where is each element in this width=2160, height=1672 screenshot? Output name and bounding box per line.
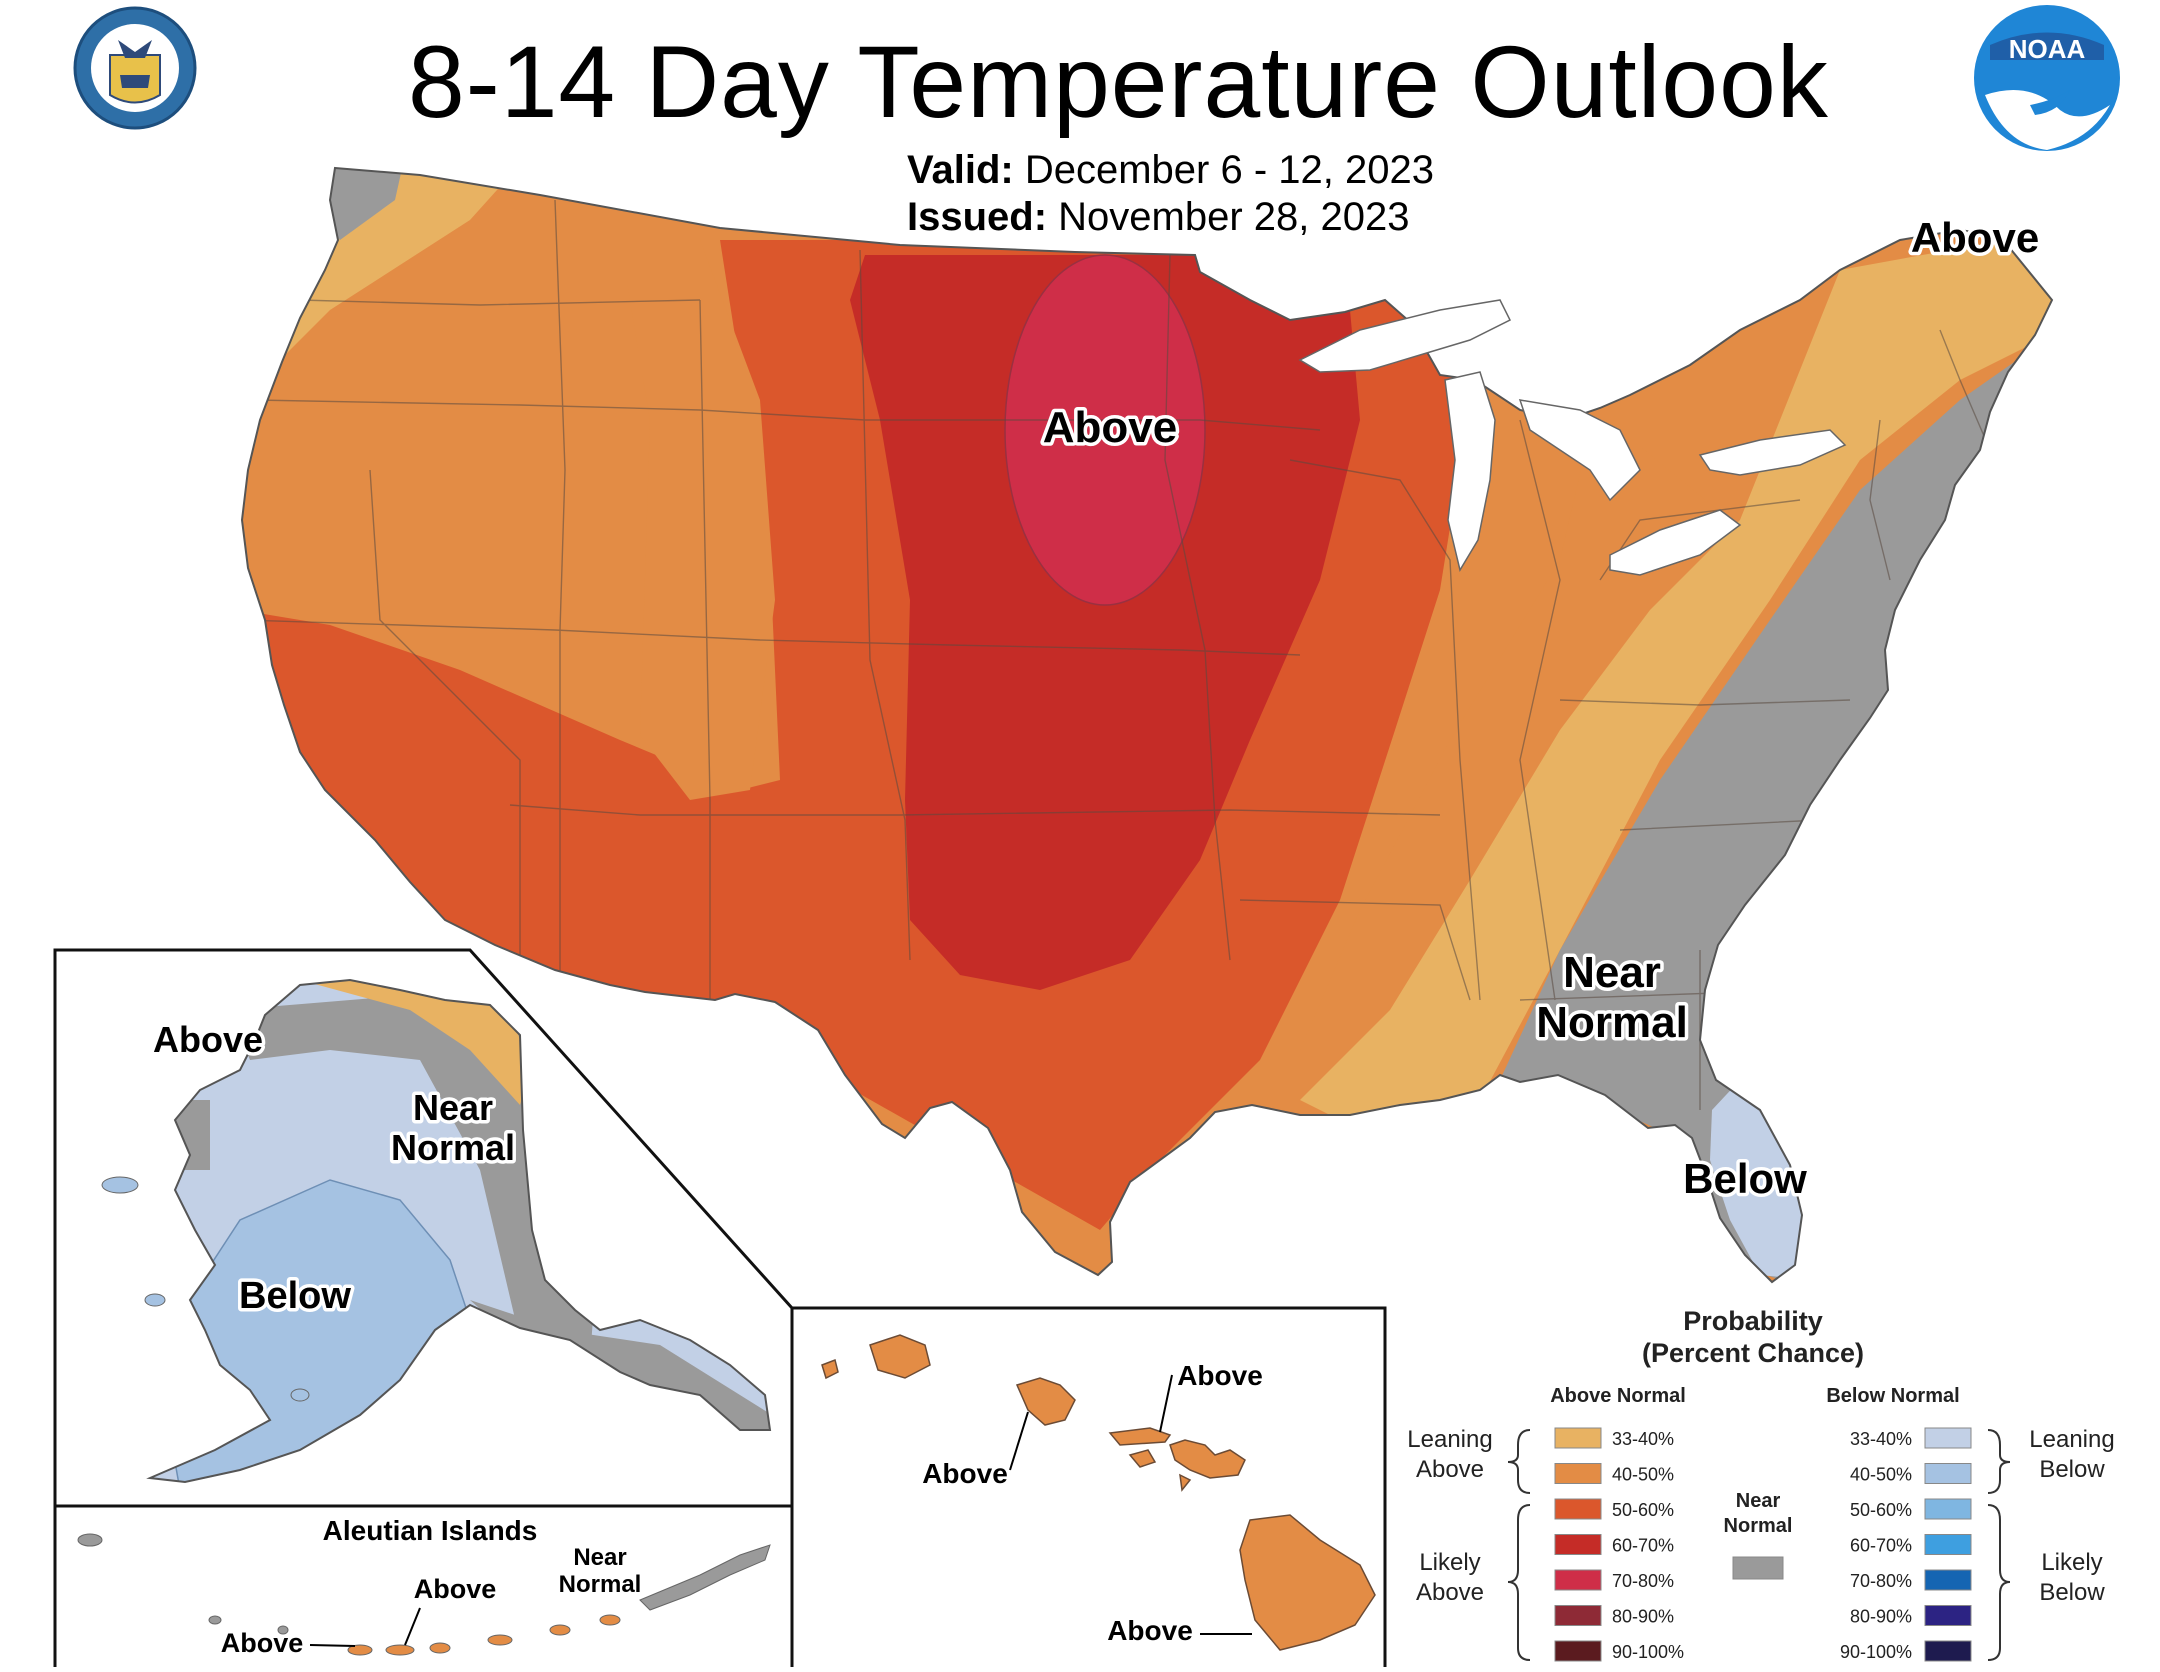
rockies-40-50 <box>620 240 775 800</box>
legend-above-swatch <box>1554 1534 1602 1555</box>
hawaii-above-left: Above <box>922 1458 1008 1489</box>
alaska-near-label-line1: Near <box>413 1087 493 1128</box>
alaska-near-label-line2: Normal <box>391 1127 515 1168</box>
east-33-40 <box>1300 230 2052 1120</box>
aleutian-islands-orange <box>347 1614 621 1656</box>
alaska-above-label: Above <box>153 1019 263 1060</box>
legend-near-normal-1: Near <box>1736 1490 1781 1512</box>
noaa-logo-text: NOAA <box>2009 34 2086 64</box>
valid-label: Valid: <box>907 148 1014 192</box>
noaa-logo: NOAA <box>1974 5 2120 151</box>
issued-value: November 28, 2023 <box>1058 195 1410 239</box>
state-boundaries <box>244 199 1991 1110</box>
great-lakes <box>1298 299 1847 576</box>
legend-below-range-label: 90-100% <box>1840 1642 1912 1662</box>
legend-below-swatch <box>1924 1640 1972 1662</box>
legend-below-range-label: 80-90% <box>1850 1607 1912 1627</box>
aleutian-title: Aleutian Islands <box>323 1515 538 1546</box>
legend-below-swatch <box>1924 1569 1972 1591</box>
legend-above-header: Above Normal <box>1550 1385 1686 1407</box>
legend-likely-below-2: Below <box>2039 1579 2105 1606</box>
legend-above-swatch <box>1554 1463 1602 1484</box>
commerce-seal-logo <box>73 6 197 130</box>
northeast-above-label: Above <box>1911 214 2039 261</box>
legend-braces <box>1507 1429 2011 1661</box>
legend-below-swatch <box>1924 1463 1972 1484</box>
aleutian-near-line1: Near <box>573 1544 626 1571</box>
alaska-below-label: Below <box>239 1275 351 1317</box>
aleutian-above-label-1: Above <box>414 1574 497 1604</box>
legend-leaning-above-1: Leaning <box>1407 1426 1492 1453</box>
florida-below-label: Below <box>1683 1155 1807 1202</box>
near-normal-label-line2: Normal <box>1536 998 1688 1047</box>
nw-near-normal <box>315 168 405 240</box>
legend-below-swatch <box>1924 1427 1972 1449</box>
legend-above-swatch <box>1554 1569 1602 1591</box>
legend-likely-below-1: Likely <box>2041 1549 2102 1576</box>
aleutian-above-label-2: Above <box>221 1628 304 1658</box>
legend-title-line2: (Percent Chance) <box>1642 1338 1864 1368</box>
legend-below-header: Below Normal <box>1826 1385 1959 1407</box>
page-title: 8-14 Day Temperature Outlook <box>408 25 1829 139</box>
issued-label: Issued: <box>907 195 1048 239</box>
conus-above-label: Above <box>1043 403 1177 452</box>
legend-below-range-label: 60-70% <box>1850 1536 1912 1556</box>
legend-below-swatch <box>1924 1605 1972 1626</box>
legend-near-normal-2: Normal <box>1724 1515 1793 1537</box>
aleutian-islands-gray <box>77 1533 771 1635</box>
legend-above-range-label: 60-70% <box>1612 1536 1674 1556</box>
hawaii-islands <box>821 1334 1376 1651</box>
legend-above-range-label: 50-60% <box>1612 1500 1674 1520</box>
legend-below-range-label: 40-50% <box>1850 1465 1912 1485</box>
issued-date: Issued: November 28, 2023 <box>907 195 1410 240</box>
legend-below-range-label: 50-60% <box>1850 1500 1912 1520</box>
legend: Probability (Percent Chance) Above Norma… <box>1407 1306 2114 1662</box>
legend-likely-above-1: Likely <box>1419 1549 1480 1576</box>
dakotas-70-80 <box>1004 254 1206 606</box>
near-normal-label-line1: Near <box>1563 948 1661 997</box>
legend-below-rows: 33-40% 40-50% 50-60% 60-70% 70-80% 80-90% 90-1… <box>1840 1427 1972 1662</box>
legend-near-normal-swatch <box>1732 1556 1784 1580</box>
legend-above-swatch <box>1554 1605 1602 1626</box>
legend-leaning-below-2: Below <box>2039 1456 2105 1483</box>
legend-likely-above-2: Above <box>1416 1579 1484 1606</box>
legend-below-range-label: 33-40% <box>1850 1429 1912 1449</box>
legend-leaning-below-1: Leaning <box>2029 1426 2114 1453</box>
legend-below-swatch <box>1924 1498 1972 1520</box>
legend-title-line1: Probability <box>1683 1306 1823 1336</box>
legend-below-range-label: 70-80% <box>1850 1571 1912 1591</box>
legend-above-swatch <box>1554 1498 1602 1520</box>
legend-above-swatch <box>1554 1427 1602 1449</box>
legend-above-range-label: 90-100% <box>1612 1642 1684 1662</box>
legend-below-swatch <box>1924 1534 1972 1555</box>
legend-above-range-label: 40-50% <box>1612 1465 1674 1485</box>
valid-value: December 6 - 12, 2023 <box>1024 148 1434 192</box>
legend-above-rows: 33-40% 40-50% 50-60% 60-70% 70-80% 80-90% 90-1… <box>1554 1427 1684 1662</box>
legend-above-range-label: 70-80% <box>1612 1571 1674 1591</box>
aleutian-near-line2: Normal <box>559 1571 642 1598</box>
legend-above-swatch <box>1554 1640 1602 1662</box>
hawaii-above-top: Above <box>1177 1360 1263 1391</box>
legend-leaning-above-2: Above <box>1416 1456 1484 1483</box>
valid-dates: Valid: December 6 - 12, 2023 <box>907 148 1434 193</box>
legend-above-range-label: 33-40% <box>1612 1429 1674 1449</box>
central-plains-60-70 <box>850 255 1360 990</box>
legend-above-range-label: 80-90% <box>1612 1607 1674 1627</box>
alaska-islands <box>101 1176 310 1402</box>
hawaii-above-bottom: Above <box>1107 1615 1193 1646</box>
